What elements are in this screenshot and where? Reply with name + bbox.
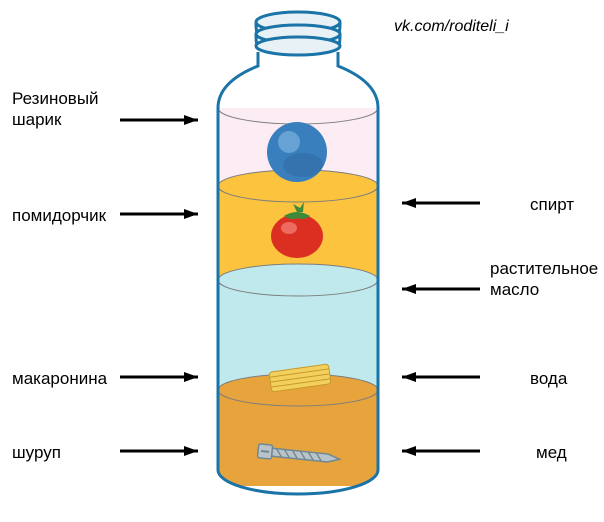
- label-spirit: спирт: [530, 194, 574, 215]
- ball-object: [267, 122, 327, 182]
- interface-2: [218, 264, 378, 296]
- label-water: вода: [530, 368, 567, 389]
- diagram-canvas: { "credit": { "text": "vk.com/roditeli_i…: [0, 0, 604, 522]
- label-pasta: макаронина: [12, 368, 107, 389]
- label-tomato: помидорчик: [12, 205, 106, 226]
- label-honey: мед: [536, 442, 567, 463]
- label-screw: шуруп: [12, 442, 61, 463]
- interface-0: [218, 92, 378, 124]
- credit-text: vk.com/roditeli_i: [394, 18, 509, 36]
- label-oil: растительное масло: [490, 258, 598, 301]
- label-ball: Резиновый шарик: [12, 88, 99, 131]
